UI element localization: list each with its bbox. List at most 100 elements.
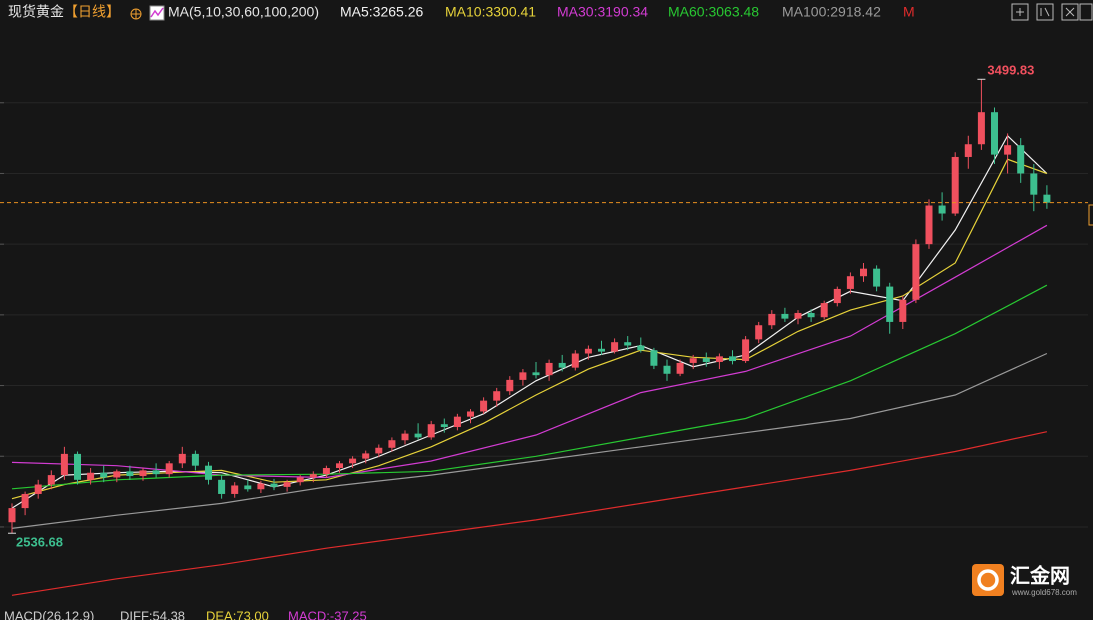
candle-body: [676, 362, 684, 374]
ma-line: [11, 158, 1048, 500]
ma-line: [11, 284, 1048, 490]
legend-entry: MA5:3265.26: [340, 4, 423, 20]
candle-body: [637, 345, 645, 351]
logo-mark: [977, 569, 999, 591]
candle-body: [715, 356, 723, 362]
candle-body: [21, 493, 29, 509]
low-label: 2536.68: [16, 535, 63, 550]
candle-body: [899, 299, 907, 322]
candle-body: [139, 470, 147, 477]
candle-body: [453, 416, 461, 428]
ma-line: [11, 431, 1048, 596]
candle-body: [781, 313, 789, 319]
legend-entry: M: [903, 4, 915, 20]
candle-body: [336, 463, 343, 469]
candle-body: [1030, 173, 1038, 195]
period: 【日线】: [64, 4, 120, 20]
high-label: 3499.83: [987, 63, 1034, 78]
candle-body: [977, 112, 985, 145]
tool-button[interactable]: [1036, 3, 1054, 21]
candle-body: [506, 379, 514, 392]
candle-body: [165, 463, 173, 475]
candle-body: [991, 112, 998, 155]
candle-body: [755, 325, 763, 340]
candle-body: [467, 411, 474, 417]
candle-body: [886, 286, 894, 322]
toolbar: [1011, 3, 1093, 21]
logo-icon: [972, 564, 1004, 596]
ma-line: [11, 352, 1048, 529]
candle-body: [440, 424, 448, 428]
candle-body: [702, 358, 710, 362]
candle-body: [1017, 145, 1025, 174]
macd-label: DIFF:54.38: [120, 608, 185, 620]
logo-name: 汇金网: [1010, 563, 1070, 587]
candle-body: [8, 508, 16, 523]
candle-body: [375, 447, 383, 454]
candle-body: [60, 453, 68, 476]
ma-line: [11, 134, 1048, 509]
candle-body: [388, 440, 396, 448]
candle-body: [362, 453, 370, 459]
tool-button[interactable]: [1079, 3, 1093, 21]
candle-body: [218, 479, 226, 494]
candle-body: [768, 313, 776, 326]
candle-body: [598, 348, 605, 352]
plot: 3499.83 2536.68 MACD(26,12,9) DIFF:54.38 DEA…: [0, 63, 1088, 620]
candle-body: [545, 362, 553, 376]
candle-body: [938, 205, 946, 214]
candle-body: [964, 144, 972, 157]
candle-body: [152, 470, 160, 475]
price-tag: [1088, 204, 1093, 226]
candle-body: [322, 468, 330, 475]
candle-body: [100, 472, 108, 478]
chart-title: 现货黄金: [8, 4, 64, 20]
ma-icon[interactable]: [149, 5, 165, 21]
candle-body: [270, 483, 278, 487]
logo-url: www.gold678.com: [1011, 588, 1077, 597]
candle-body: [571, 353, 579, 368]
candle-body: [191, 453, 199, 466]
legend-entry: MA100:2918.42: [782, 4, 881, 20]
candle-body: [663, 365, 671, 374]
legend-entry: MA60:3063.48: [668, 4, 759, 20]
indicator: MA(5,10,30,60,100,200): [168, 4, 319, 20]
candle-body: [689, 358, 697, 363]
candle-body: [244, 485, 252, 490]
candle-body: [611, 342, 619, 352]
candle-body: [231, 485, 239, 494]
add-icon[interactable]: [130, 8, 142, 20]
candle-body: [912, 244, 920, 300]
candle-body: [47, 475, 55, 485]
macd-label: DEA:73.00: [206, 608, 269, 620]
candle-body: [126, 471, 134, 477]
header: 现货黄金 【日线】 MA(5,10,30,60,100,200) MA5:326…: [8, 4, 915, 21]
candle-body: [729, 356, 736, 362]
candle-body: [1043, 194, 1051, 203]
candle-body: [794, 312, 802, 319]
tool-button[interactable]: [1011, 3, 1029, 21]
candle-body: [349, 458, 357, 464]
candle-body: [205, 465, 212, 480]
legend-entry: MA30:3190.34: [557, 4, 648, 20]
candle-body: [34, 484, 42, 494]
tool-button[interactable]: [1061, 3, 1079, 21]
candle-body: [519, 372, 527, 380]
candle-body: [257, 483, 265, 490]
candle-body: [74, 453, 81, 480]
candle-body: [650, 350, 658, 366]
candle-body: [1004, 145, 1012, 155]
candle-body: [624, 342, 632, 346]
candle-body: [820, 303, 828, 318]
candle-body: [178, 453, 186, 464]
candle-body: [846, 276, 854, 289]
candle-body: [860, 268, 867, 277]
candle-body: [742, 339, 750, 362]
candle-body: [807, 312, 815, 318]
candle-body: [532, 372, 540, 376]
candle-body: [414, 433, 422, 438]
candle-body: [833, 288, 841, 304]
logo: 汇金网 www.gold678.com: [972, 563, 1077, 597]
